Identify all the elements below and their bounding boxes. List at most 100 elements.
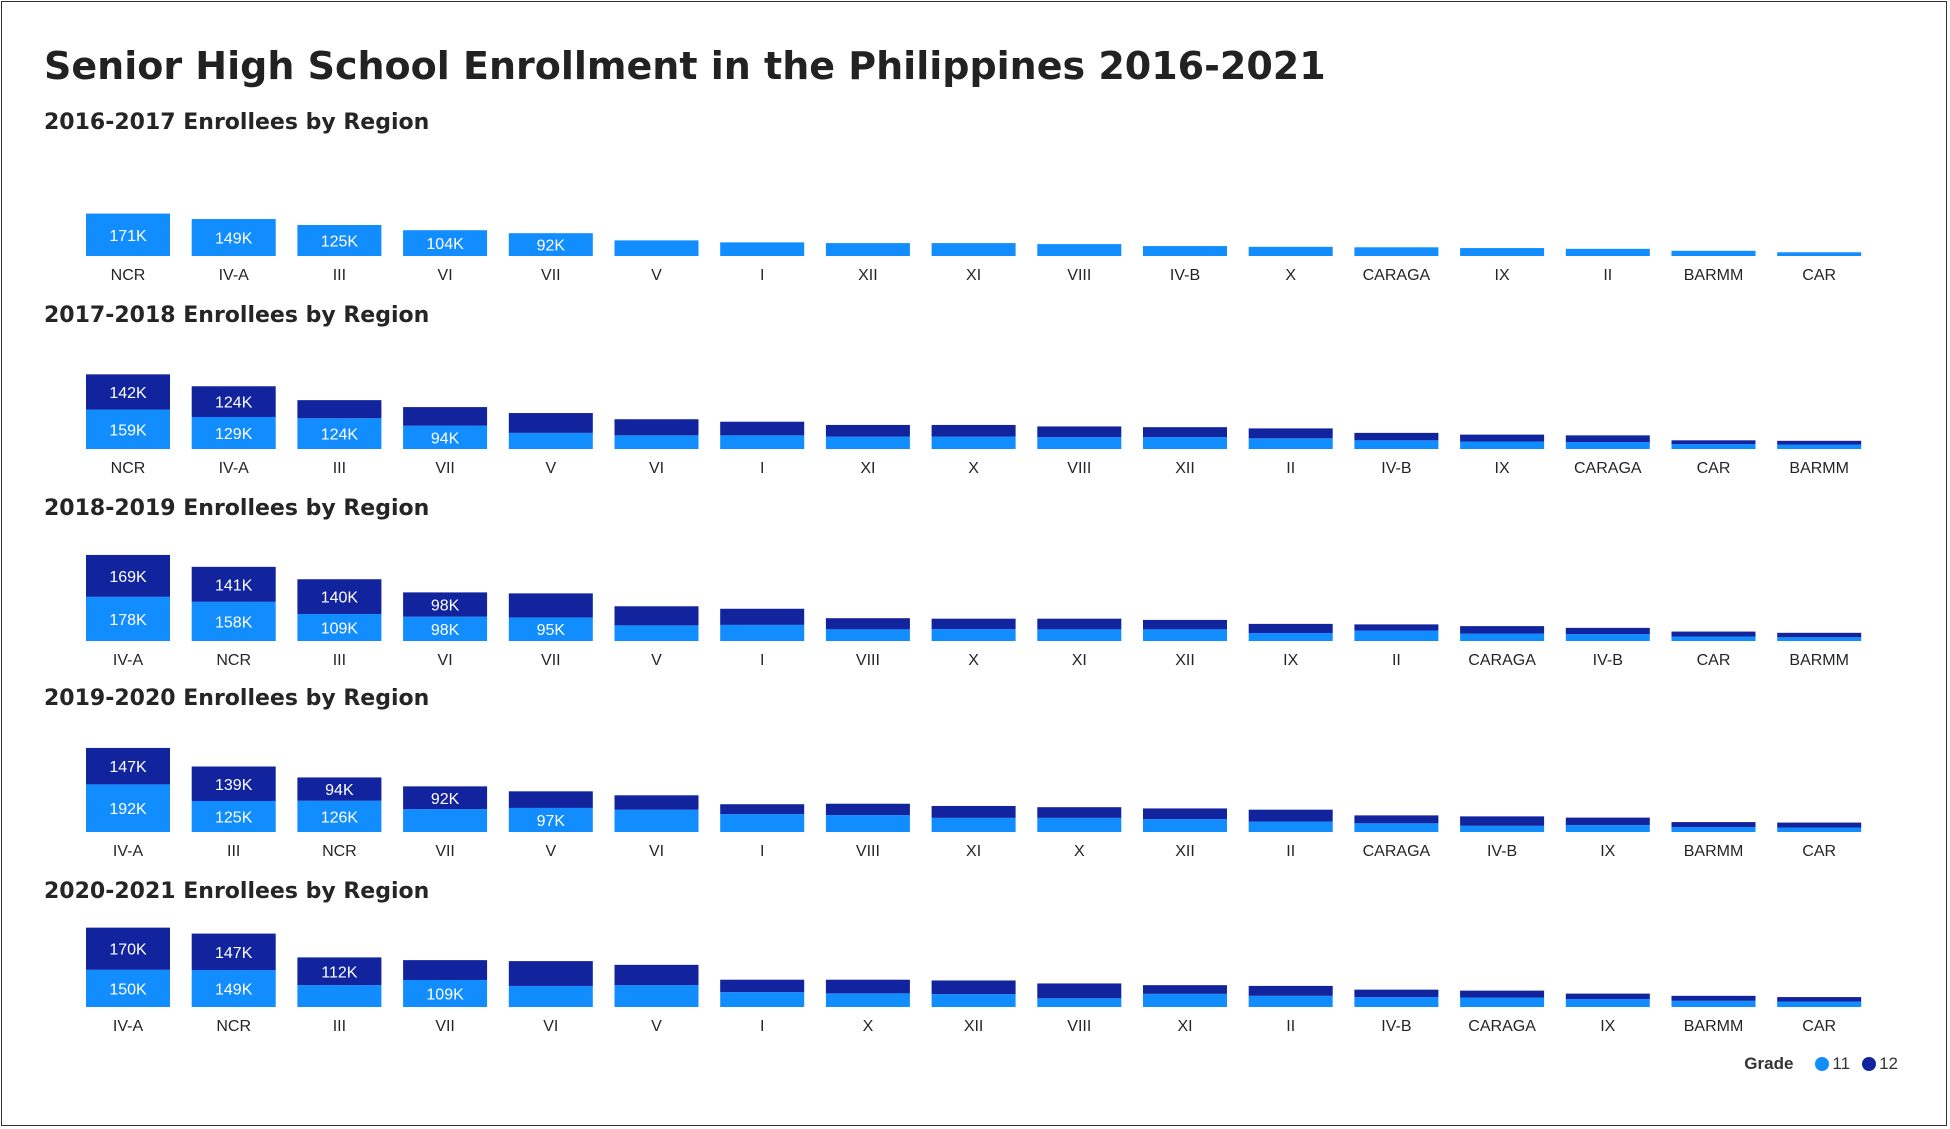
bar-grade-12-II[interactable] — [1248, 809, 1333, 822]
bar-grade-12-V[interactable] — [614, 964, 699, 986]
bar-grade-12-III[interactable] — [297, 400, 382, 419]
bar-grade-11-III[interactable] — [191, 801, 276, 832]
bar-grade-11-XI[interactable] — [931, 243, 1016, 256]
bar-grade-11-NCR[interactable] — [297, 800, 382, 832]
bar-grade-12-IV-A[interactable] — [86, 747, 170, 785]
bar-grade-11-III[interactable] — [297, 985, 382, 1007]
bar-grade-12-XII[interactable] — [931, 980, 1016, 995]
bar-grade-11-XII[interactable] — [1143, 819, 1227, 832]
bar-grade-11-CAR[interactable] — [1777, 1001, 1862, 1007]
bar-grade-11-X[interactable] — [1248, 246, 1333, 256]
bar-grade-11-BARMM[interactable] — [1671, 250, 1756, 256]
bar-grade-12-BARMM[interactable] — [1671, 995, 1756, 1001]
bar-grade-12-CARAGA[interactable] — [1354, 815, 1439, 824]
bar-grade-12-IV-B[interactable] — [1354, 432, 1439, 441]
bar-grade-12-VIII[interactable] — [1037, 983, 1122, 999]
bar-grade-12-XI[interactable] — [1143, 985, 1227, 994]
bar-grade-12-V[interactable] — [508, 413, 593, 433]
bar-grade-12-XII[interactable] — [1143, 427, 1227, 438]
bar-grade-11-II[interactable] — [1354, 630, 1439, 641]
legend-item-grade-11[interactable]: 11 — [1815, 1054, 1850, 1074]
bar-grade-12-X[interactable] — [1037, 807, 1122, 818]
bar-grade-11-X[interactable] — [931, 436, 1016, 449]
bar-grade-12-III[interactable] — [191, 766, 276, 801]
bar-grade-12-XI[interactable] — [931, 805, 1016, 818]
bar-grade-12-IV-A[interactable] — [86, 927, 170, 970]
bar-grade-11-CARAGA[interactable] — [1460, 633, 1545, 641]
bar-grade-12-I[interactable] — [720, 608, 805, 625]
bar-grade-12-IV-B[interactable] — [1460, 816, 1545, 826]
bar-grade-11-I[interactable] — [720, 814, 805, 832]
bar-grade-12-VI[interactable] — [508, 961, 593, 986]
bar-grade-11-IX[interactable] — [1460, 248, 1545, 256]
bar-grade-11-V[interactable] — [614, 985, 699, 1007]
bar-grade-12-XII[interactable] — [1143, 808, 1227, 820]
bar-grade-12-IV-B[interactable] — [1354, 989, 1439, 998]
bar-grade-11-II[interactable] — [1248, 821, 1333, 832]
bar-grade-12-IX[interactable] — [1565, 993, 1650, 1000]
bar-grade-11-CAR[interactable] — [1777, 252, 1862, 256]
bar-grade-11-IV-A[interactable] — [86, 969, 170, 1007]
bar-grade-11-IV-B[interactable] — [1354, 997, 1439, 1007]
bar-grade-12-VII[interactable] — [508, 593, 593, 618]
bar-grade-11-XI[interactable] — [1037, 629, 1122, 641]
bar-grade-12-NCR[interactable] — [297, 777, 382, 801]
legend-item-grade-12[interactable]: 12 — [1862, 1054, 1898, 1074]
bar-grade-11-I[interactable] — [720, 624, 805, 641]
bar-grade-11-III[interactable] — [297, 225, 382, 256]
bar-grade-11-VIII[interactable] — [1037, 437, 1122, 449]
bar-grade-11-CAR[interactable] — [1777, 827, 1862, 832]
bar-grade-11-VIII[interactable] — [1037, 998, 1122, 1007]
bar-grade-11-CAR[interactable] — [1671, 636, 1756, 641]
bar-grade-11-VI[interactable] — [508, 985, 593, 1007]
bar-grade-11-XII[interactable] — [1143, 437, 1227, 449]
bar-grade-12-NCR[interactable] — [86, 374, 170, 410]
bar-grade-11-IV-A[interactable] — [191, 417, 276, 449]
bar-grade-12-XI[interactable] — [825, 424, 910, 437]
bar-grade-11-XI[interactable] — [1143, 993, 1227, 1007]
bar-grade-11-IV-B[interactable] — [1143, 246, 1227, 256]
bar-grade-12-VII[interactable] — [403, 960, 488, 980]
bar-grade-12-IX[interactable] — [1460, 434, 1545, 442]
bar-grade-12-VI[interactable] — [614, 419, 699, 436]
bar-grade-12-NCR[interactable] — [191, 566, 276, 602]
bar-grade-12-VII[interactable] — [403, 407, 488, 426]
bar-grade-11-IX[interactable] — [1565, 825, 1650, 832]
bar-grade-12-VII[interactable] — [403, 786, 488, 810]
bar-grade-12-X[interactable] — [825, 979, 910, 994]
bar-grade-11-IV-B[interactable] — [1565, 634, 1650, 641]
bar-grade-11-CARAGA[interactable] — [1565, 442, 1650, 449]
bar-grade-11-XII[interactable] — [825, 243, 910, 256]
bar-grade-12-I[interactable] — [720, 421, 805, 436]
bar-grade-11-X[interactable] — [825, 993, 910, 1007]
bar-grade-12-CARAGA[interactable] — [1460, 990, 1545, 998]
bar-grade-11-VI[interactable] — [614, 809, 699, 832]
bar-grade-11-CARAGA[interactable] — [1354, 247, 1439, 256]
bar-grade-12-X[interactable] — [931, 618, 1016, 630]
bar-grade-11-X[interactable] — [931, 629, 1016, 641]
bar-grade-11-IV-A[interactable] — [86, 784, 170, 832]
bar-grade-11-VIII[interactable] — [825, 629, 910, 641]
bar-grade-11-CARAGA[interactable] — [1354, 823, 1439, 832]
bar-grade-11-BARMM[interactable] — [1777, 444, 1862, 449]
bar-grade-12-IX[interactable] — [1565, 817, 1650, 826]
bar-grade-11-IV-B[interactable] — [1354, 440, 1439, 449]
bar-grade-12-V[interactable] — [614, 606, 699, 626]
bar-grade-12-CAR[interactable] — [1777, 997, 1862, 1002]
bar-grade-11-XII[interactable] — [931, 994, 1016, 1007]
bar-grade-11-II[interactable] — [1248, 995, 1333, 1007]
bar-grade-11-VII[interactable] — [508, 617, 593, 641]
bar-grade-12-CAR[interactable] — [1671, 631, 1756, 637]
bar-grade-12-BARMM[interactable] — [1777, 632, 1862, 638]
bar-grade-11-IV-B[interactable] — [1460, 825, 1545, 832]
bar-grade-12-IV-A[interactable] — [191, 386, 276, 418]
bar-grade-11-X[interactable] — [1037, 817, 1122, 832]
bar-grade-12-VI[interactable] — [614, 795, 699, 810]
bar-grade-12-III[interactable] — [297, 957, 382, 986]
bar-grade-12-VIII[interactable] — [825, 618, 910, 630]
bar-grade-12-NCR[interactable] — [191, 933, 276, 971]
bar-grade-12-IX[interactable] — [1248, 623, 1333, 634]
bar-grade-12-CAR[interactable] — [1671, 440, 1756, 445]
bar-grade-12-IV-A[interactable] — [86, 554, 170, 597]
bar-grade-12-I[interactable] — [720, 804, 805, 815]
